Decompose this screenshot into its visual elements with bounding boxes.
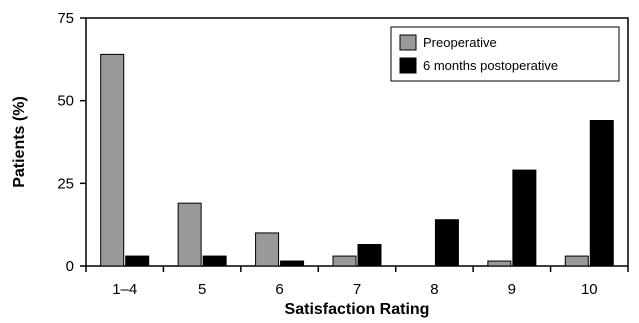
legend-swatch-postoperative xyxy=(399,57,417,74)
bar-postoperative xyxy=(280,260,305,267)
bar-preoperative xyxy=(177,202,202,267)
legend-label-postoperative: 6 months postoperative xyxy=(423,58,558,73)
y-tick-label: 75 xyxy=(57,10,74,27)
bar-preoperative xyxy=(487,260,512,267)
x-tick-label: 6 xyxy=(275,281,283,298)
legend-swatch-preoperative xyxy=(399,34,417,51)
x-tick-label: 8 xyxy=(430,281,438,298)
bar-preoperative xyxy=(255,232,280,267)
x-axis-title: Satisfaction Rating xyxy=(285,301,430,318)
bar-postoperative xyxy=(512,169,537,267)
x-tick-label: 7 xyxy=(353,281,361,298)
y-tick-label: 50 xyxy=(57,93,74,110)
x-axis: 1–4 5 6 7 8 9 10 xyxy=(85,266,629,298)
bar-postoperative xyxy=(434,219,459,267)
legend-label-preoperative: Preoperative xyxy=(423,35,497,50)
plot-frame xyxy=(85,17,629,267)
legend-box xyxy=(390,26,620,82)
y-tick-label: 0 xyxy=(66,258,74,275)
legend: Preoperative 6 months postoperative xyxy=(390,26,620,82)
y-tick-label: 25 xyxy=(57,175,74,192)
x-tick-label: 1–4 xyxy=(112,281,137,298)
x-tick-label: 10 xyxy=(581,281,598,298)
axes xyxy=(85,17,629,267)
bar-preoperative xyxy=(332,255,357,267)
bars xyxy=(100,53,614,267)
bar-preoperative xyxy=(564,255,589,267)
x-tick-label: 9 xyxy=(508,281,516,298)
bar-postoperative xyxy=(202,255,227,267)
y-axis-title: Patients (%) xyxy=(11,96,28,188)
y-axis: 0 25 50 75 xyxy=(57,10,86,275)
bar-postoperative xyxy=(589,120,614,267)
bar-postoperative xyxy=(357,244,382,267)
bar-postoperative xyxy=(125,255,150,267)
x-tick-label: 5 xyxy=(198,281,206,298)
bar-preoperative xyxy=(100,53,125,267)
